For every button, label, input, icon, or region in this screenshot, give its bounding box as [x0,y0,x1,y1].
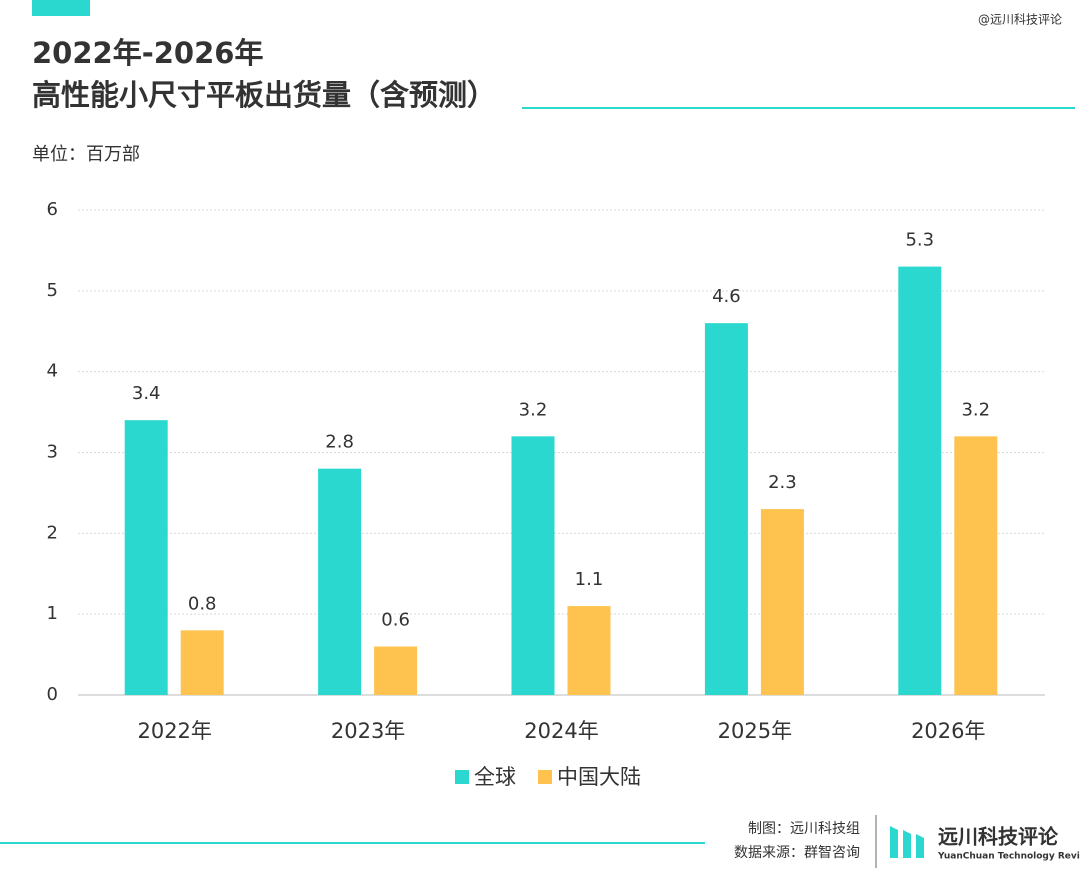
x-tick-label: 2024年 [524,719,598,743]
chart-title: 2022年-2026年 [32,36,263,70]
bar [760,509,804,695]
y-tick-label: 2 [47,522,58,543]
data-label: 4.6 [712,286,741,307]
bar [318,468,362,695]
x-tick-label: 2022年 [137,719,211,743]
data-label: 3.2 [519,399,548,420]
legend-swatch [538,770,552,784]
data-label: 2.8 [325,432,354,453]
bar [954,436,998,695]
bar [180,630,224,695]
credit-maker: 制图：远川科技组 [748,821,860,837]
bar [124,420,168,695]
data-label: 0.8 [188,593,217,614]
brand-logo [890,826,924,858]
x-tick-label: 2026年 [911,719,985,743]
accent-block [32,0,90,16]
credit-source: 数据来源：群智咨询 [734,845,860,861]
y-tick-label: 0 [47,684,58,705]
y-tick-label: 6 [47,199,58,220]
legend-label: 全球 [474,765,516,789]
data-label: 5.3 [905,230,934,251]
data-label: 1.1 [575,569,604,590]
bar [567,606,611,695]
y-tick-label: 4 [47,361,58,382]
unit-label: 单位：百万部 [32,144,140,165]
bar [374,646,418,695]
bar [704,323,748,695]
bar [511,436,555,695]
legend-swatch [455,770,469,784]
y-tick-label: 5 [47,280,58,301]
bar [898,266,942,695]
chart-subtitle: 高性能小尺寸平板出货量（含预测） [32,78,496,112]
y-tick-label: 3 [47,442,58,463]
y-tick-label: 1 [47,603,58,624]
x-tick-label: 2023年 [331,719,405,743]
brand-name-en: YuanChuan Technology Review [937,852,1080,862]
data-label: 3.4 [132,383,161,404]
data-label: 0.6 [381,610,410,631]
data-label: 2.3 [768,472,797,493]
brand-name: 远川科技评论 [938,825,1059,849]
x-tick-label: 2025年 [718,719,792,743]
data-label: 3.2 [961,399,990,420]
legend-label: 中国大陆 [557,765,641,789]
watermark: @远川科技评论 [978,13,1062,27]
